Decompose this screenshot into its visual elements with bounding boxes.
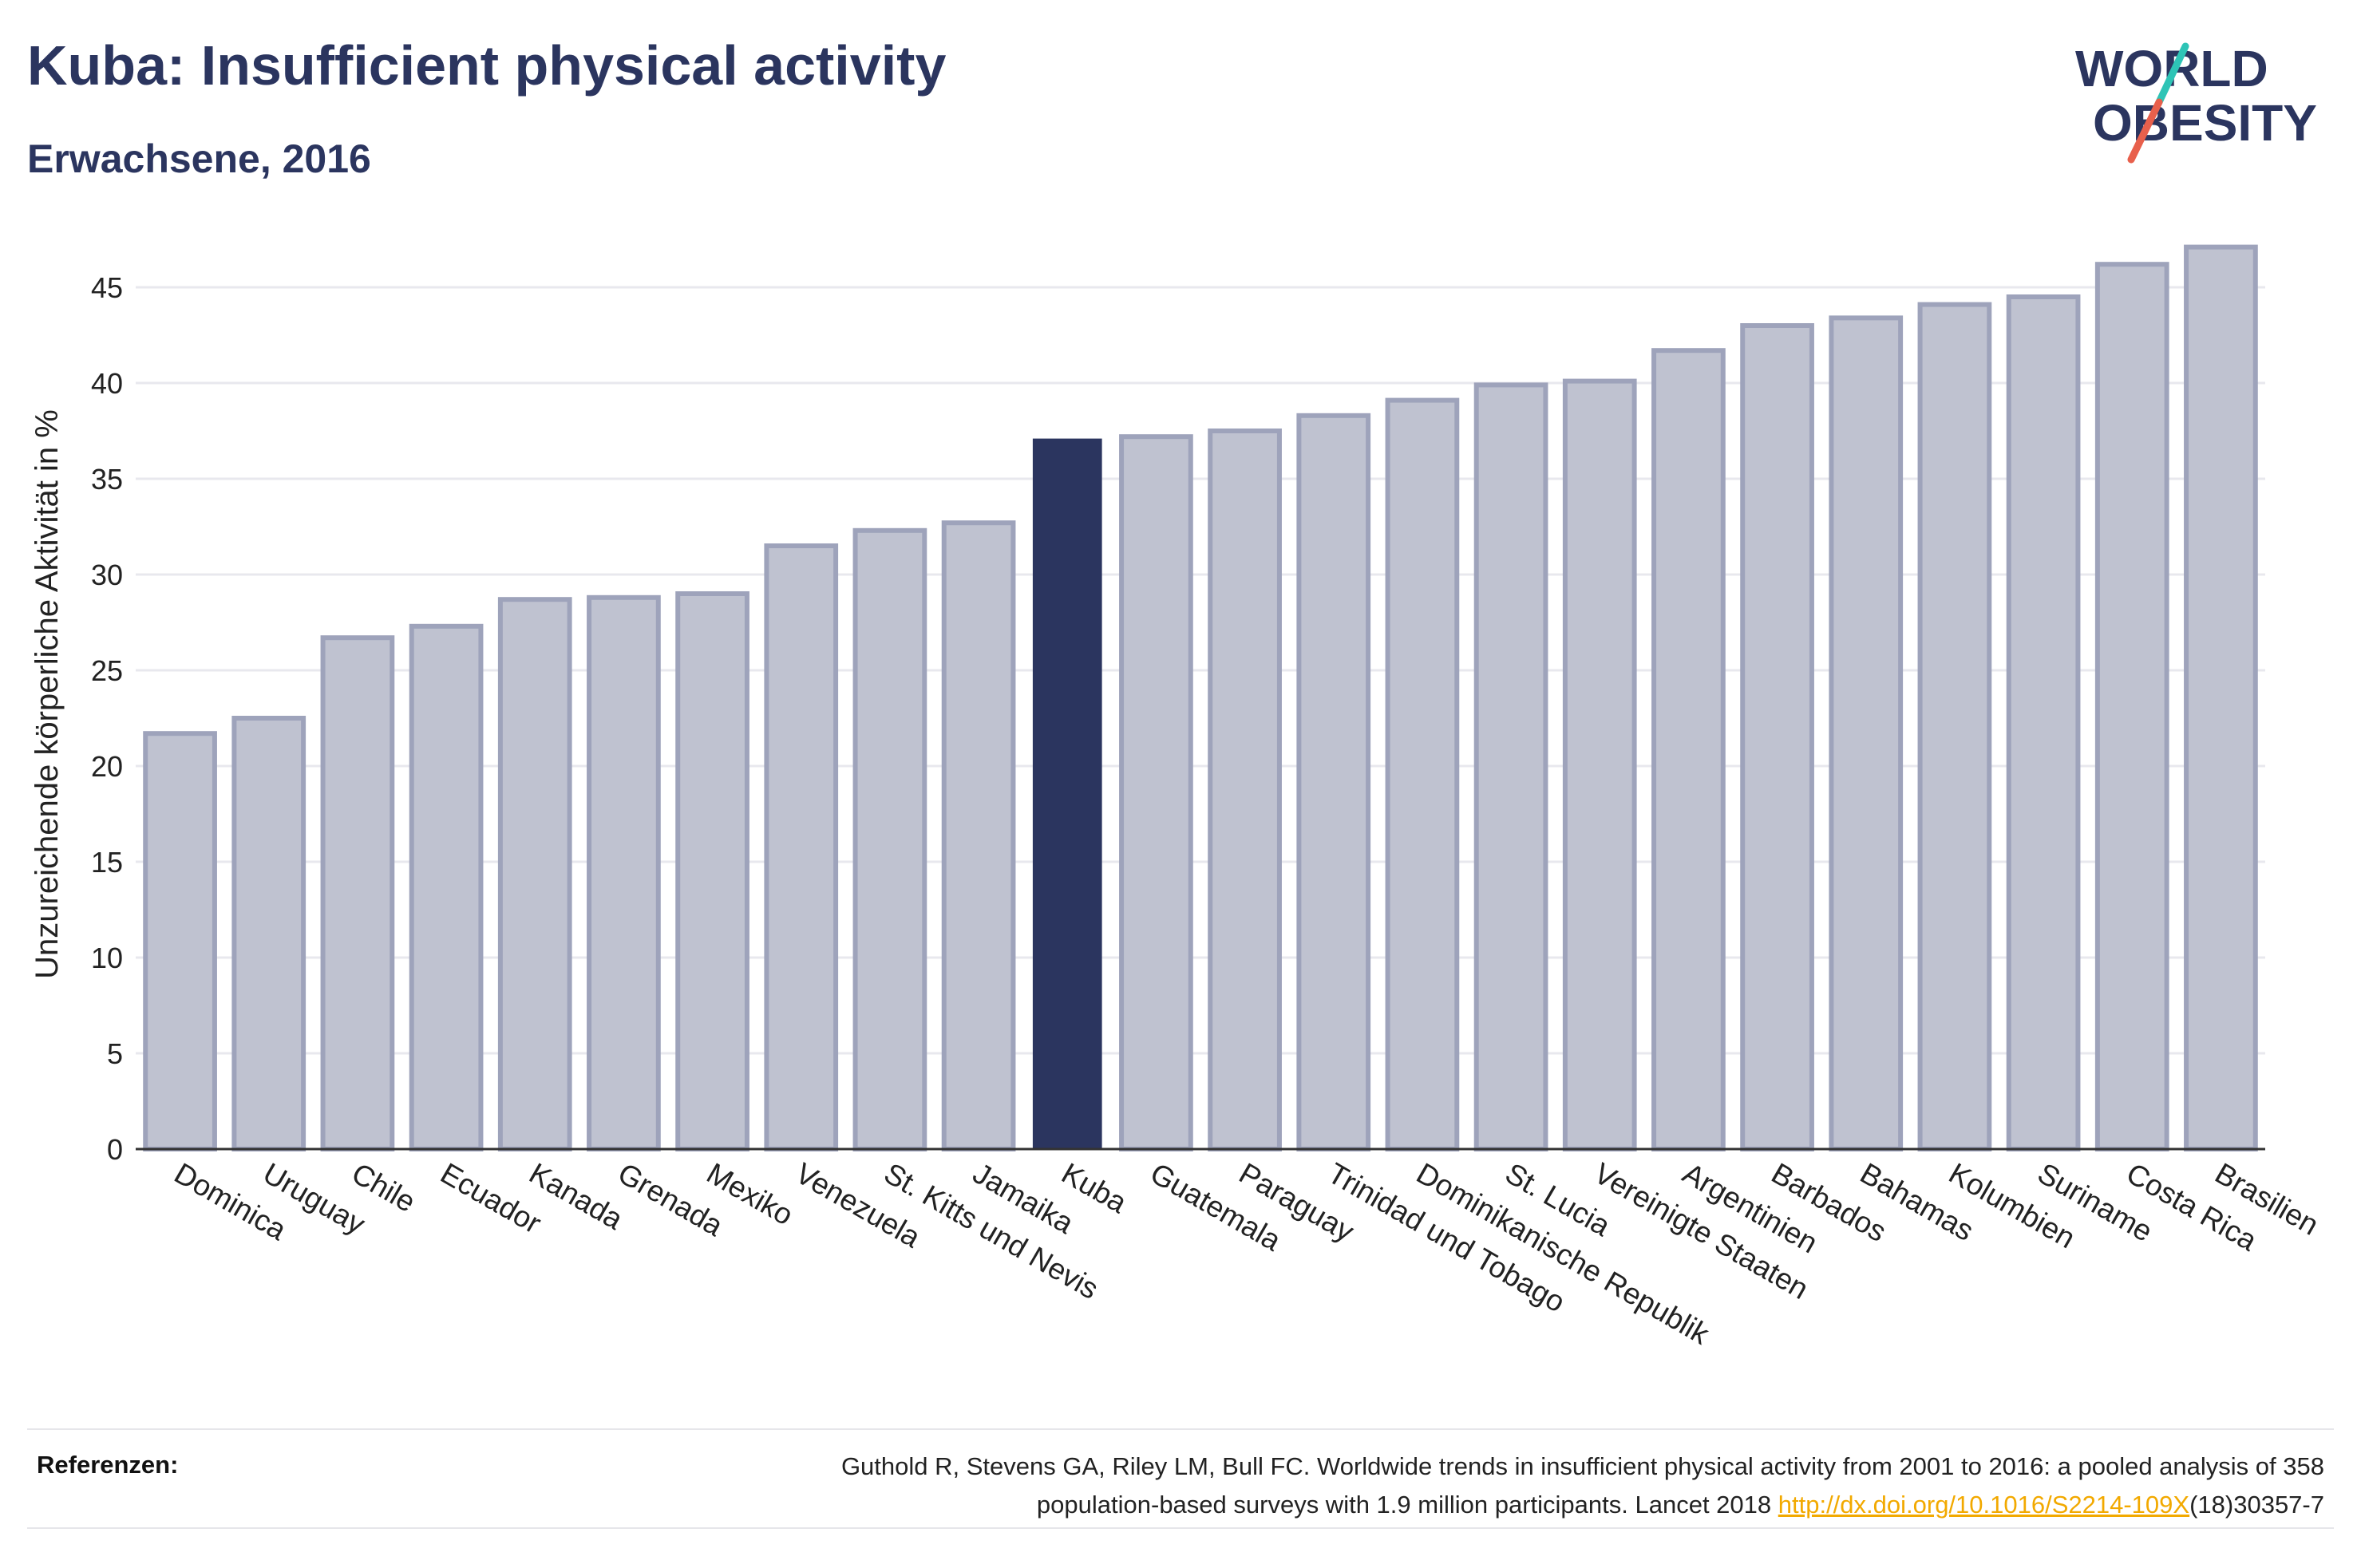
- bar-ecuador: [409, 623, 484, 1151]
- bar-grenada: [587, 594, 661, 1151]
- bar-vereinigte-staaten: [1562, 378, 1637, 1152]
- bar-argentinien: [1651, 348, 1726, 1151]
- bar-chile: [320, 635, 395, 1151]
- bar-st-lucia: [1473, 382, 1548, 1151]
- chart-subtitle: Erwachsene, 2016: [27, 136, 371, 181]
- logo-line-2: OBESITY: [2093, 94, 2317, 152]
- bar-barbados: [1740, 323, 1814, 1151]
- y-tick-label: 40: [91, 367, 123, 400]
- references-line-2-pre: population-based surveys with 1.9 millio…: [1036, 1491, 1778, 1519]
- bar-trinidad-und-tobago: [1296, 413, 1371, 1151]
- y-tick-label: 25: [91, 654, 123, 687]
- y-tick-label: 35: [91, 463, 123, 496]
- bar-venezuela: [764, 543, 839, 1151]
- y-tick-label: 0: [107, 1133, 123, 1166]
- references-top-divider: [27, 1428, 2334, 1430]
- chart-title: Kuba: Insufficient physical activity: [27, 34, 947, 97]
- y-tick-label: 15: [91, 846, 123, 879]
- references-text: Guthold R, Stevens GA, Riley LM, Bull FC…: [488, 1448, 2324, 1524]
- bar-dominica: [143, 731, 217, 1151]
- references-doi-link[interactable]: http://dx.doi.org/10.1016/S2214-109X: [1778, 1491, 2190, 1519]
- bar-jamaika: [941, 520, 1016, 1151]
- bar-bahamas: [1829, 315, 1904, 1151]
- y-axis-label: Unzureichende körperliche Aktivität in %: [30, 409, 65, 979]
- y-tick-label: 5: [107, 1037, 123, 1070]
- bar-brasilien: [2184, 244, 2258, 1152]
- x-tick-label: Ecuador: [435, 1156, 547, 1239]
- bar-kolumbien: [1917, 302, 1992, 1152]
- bar-mexiko: [675, 591, 749, 1151]
- bar-suriname: [2006, 294, 2081, 1151]
- bar-guatemala: [1119, 434, 1193, 1151]
- bar-kanada: [497, 597, 572, 1151]
- references-line-2-post: (18)30357-7: [2189, 1491, 2324, 1519]
- world-obesity-logo: WORLD OBESITY: [2075, 40, 2317, 164]
- references-line-1: Guthold R, Stevens GA, Riley LM, Bull FC…: [840, 1452, 2324, 1480]
- y-tick-label: 20: [91, 750, 123, 783]
- bar-uruguay: [231, 716, 306, 1151]
- logo-slash-teal: [2155, 42, 2189, 106]
- logo-slash-red: [2127, 98, 2163, 164]
- references-bottom-divider: [27, 1527, 2334, 1529]
- y-tick-label: 10: [91, 942, 123, 974]
- bar-costa-rica: [2094, 262, 2169, 1152]
- bar-st-kitts-und-nevis: [852, 527, 927, 1151]
- bar-dominikanische-republik: [1385, 397, 1460, 1152]
- y-tick-label: 45: [91, 271, 123, 304]
- grid-lines: [136, 286, 2265, 1055]
- x-tick-label: Kanada: [524, 1156, 628, 1236]
- bar-paraguay: [1208, 429, 1282, 1151]
- y-tick-label: 30: [91, 559, 123, 591]
- bars: [143, 244, 2258, 1152]
- references-label: Referenzen:: [37, 1451, 179, 1479]
- bar-kuba: [1032, 438, 1102, 1149]
